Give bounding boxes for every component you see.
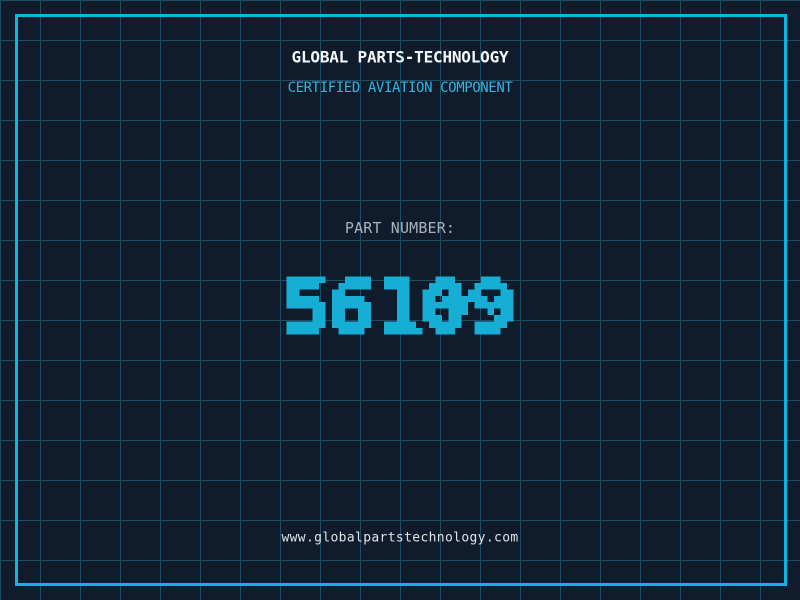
border-frame xyxy=(15,14,787,586)
part-number-label: PART NUMBER: xyxy=(344,219,456,237)
part-number-value xyxy=(280,257,520,341)
company-title: GLOBAL PARTS-TECHNOLOGY xyxy=(291,47,509,67)
certification-subtitle: CERTIFIED AVIATION COMPONENT xyxy=(287,80,513,96)
website-url: www.globalpartstechnology.com xyxy=(281,530,519,546)
